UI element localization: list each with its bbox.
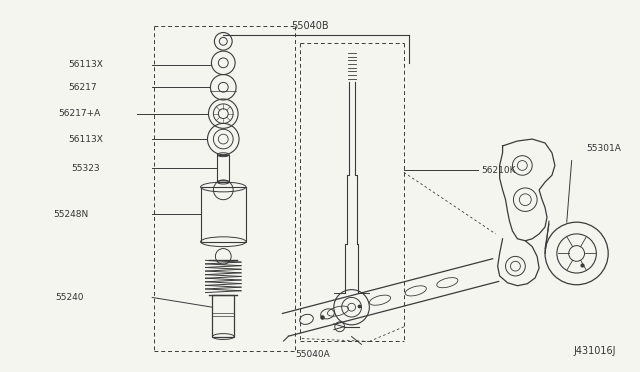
Text: J431016J: J431016J [573,346,616,356]
Text: 56113X: 56113X [68,60,103,69]
Text: 56217: 56217 [68,83,97,92]
Bar [200,187,246,242]
Text: 56217+A: 56217+A [58,109,100,118]
Text: 55040A: 55040A [295,350,330,359]
Text: 56113X: 56113X [68,135,103,144]
Bar [212,295,234,337]
Text: 55323: 55323 [71,164,100,173]
Text: 55240: 55240 [56,293,84,302]
Text: 55301A: 55301A [586,144,621,153]
Text: 55040B: 55040B [291,20,329,31]
Text: 56210K: 56210K [481,166,515,175]
Bar [218,155,229,182]
Text: 55248N: 55248N [54,210,89,219]
